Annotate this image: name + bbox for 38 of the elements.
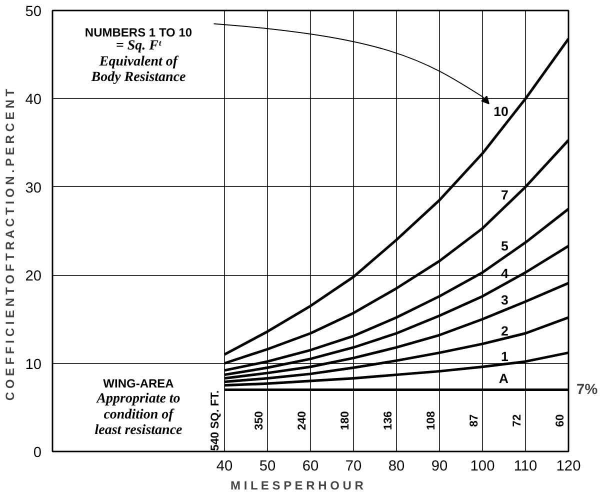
x-tick-label: 100	[470, 458, 495, 474]
annotation: 240	[296, 411, 308, 430]
x-tick-label: 80	[388, 458, 405, 474]
series-label: 2	[501, 323, 508, 338]
annotation: 87	[468, 414, 480, 427]
y-axis-title: C O E F F I C I E N T O F T R A C T I O N . P E R C E N T	[3, 88, 18, 401]
annotation: 72	[512, 414, 524, 427]
x-tick-label: 40	[216, 458, 233, 474]
x-tick-label: 50	[259, 458, 276, 474]
x-tick-label: 60	[302, 458, 319, 474]
annotation: 540 SQ. FT.	[210, 390, 222, 451]
x-tick-label: 110	[514, 458, 538, 474]
annotation: 60	[554, 414, 566, 427]
annotation: 136	[382, 411, 394, 430]
legend-label: 10	[494, 104, 508, 120]
x-tick-label: 120	[556, 458, 581, 474]
annotation: 180	[340, 411, 352, 430]
series-label: 1	[501, 349, 510, 364]
y-tick-label: 10	[25, 356, 42, 373]
annotation: = Sq. Fᵗ Equivalent of Body Resistance	[90, 38, 186, 86]
annotation: 108	[426, 411, 438, 430]
x-tick-label: 90	[431, 458, 448, 474]
y-tick-label: 40	[25, 92, 42, 108]
annotation: NUMBERS 1 TO 10	[84, 25, 192, 40]
y-tick-label: 50	[25, 4, 42, 20]
y-tick-label: 20	[25, 268, 42, 285]
annotation: WING-AREA	[103, 376, 174, 391]
annotation: 7%	[576, 382, 598, 398]
annotation: Appropriate to condition of least resistance	[94, 392, 182, 438]
x-tick-label: 70	[345, 458, 362, 474]
y-tick-label: 0	[33, 445, 42, 461]
annotation: 350	[254, 411, 266, 430]
series-label: 3	[501, 292, 508, 308]
x-axis-title: M I L E S P E R H O U R	[230, 478, 364, 492]
y-tick-label: 30	[25, 180, 42, 196]
series-label: 5	[501, 238, 510, 254]
series-label: A	[498, 371, 509, 386]
series-label: 7	[501, 188, 508, 203]
